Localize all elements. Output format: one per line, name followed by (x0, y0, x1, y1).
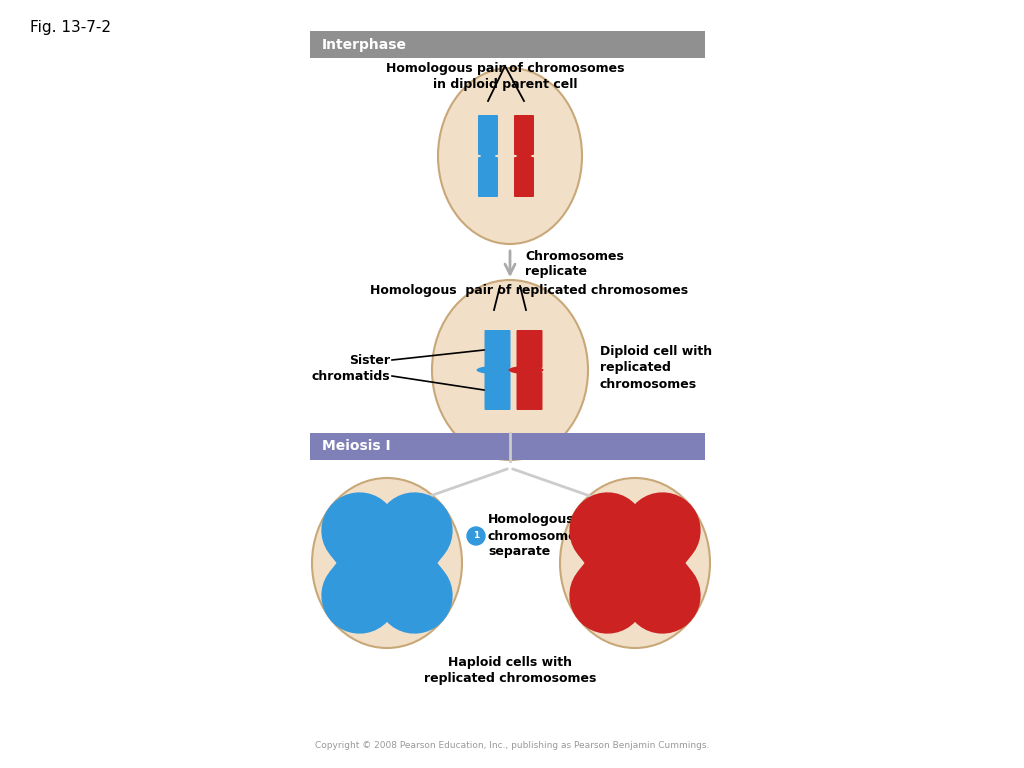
Ellipse shape (516, 154, 531, 158)
Circle shape (376, 552, 398, 574)
Text: Haploid cells with
replicated chromosomes: Haploid cells with replicated chromosome… (424, 656, 596, 685)
FancyBboxPatch shape (526, 330, 543, 368)
Ellipse shape (509, 366, 544, 374)
Text: Fig. 13-7-2: Fig. 13-7-2 (30, 20, 111, 35)
FancyBboxPatch shape (484, 372, 501, 410)
Ellipse shape (480, 154, 496, 158)
Text: Chromosomes
replicate: Chromosomes replicate (525, 250, 624, 279)
Circle shape (467, 527, 485, 545)
FancyBboxPatch shape (478, 157, 498, 197)
Ellipse shape (312, 478, 462, 648)
Circle shape (624, 552, 646, 574)
Text: 1: 1 (473, 531, 479, 541)
FancyBboxPatch shape (495, 330, 511, 368)
FancyBboxPatch shape (495, 372, 511, 410)
Ellipse shape (438, 68, 582, 244)
Text: Homologous
chromosomes
separate: Homologous chromosomes separate (488, 514, 585, 558)
FancyBboxPatch shape (514, 157, 534, 197)
Text: Sister
chromatids: Sister chromatids (311, 353, 390, 382)
Text: Copyright © 2008 Pearson Education, Inc., publishing as Pearson Benjamin Cumming: Copyright © 2008 Pearson Education, Inc.… (314, 741, 710, 750)
Ellipse shape (432, 280, 588, 460)
Text: Homologous pair of chromosomes
in diploid parent cell: Homologous pair of chromosomes in diploi… (386, 62, 625, 91)
FancyBboxPatch shape (514, 115, 534, 155)
FancyBboxPatch shape (310, 31, 705, 58)
Text: Meiosis I: Meiosis I (322, 439, 390, 453)
Text: Interphase: Interphase (322, 38, 407, 51)
Ellipse shape (560, 478, 710, 648)
FancyBboxPatch shape (484, 330, 501, 368)
Text: Diploid cell with
replicated
chromosomes: Diploid cell with replicated chromosomes (600, 346, 712, 390)
Text: Homologous  pair of replicated chromosomes: Homologous pair of replicated chromosome… (370, 284, 688, 297)
FancyBboxPatch shape (310, 433, 705, 460)
FancyBboxPatch shape (516, 330, 532, 368)
FancyBboxPatch shape (526, 372, 543, 410)
FancyBboxPatch shape (478, 115, 498, 155)
Ellipse shape (476, 366, 512, 374)
FancyBboxPatch shape (516, 372, 532, 410)
